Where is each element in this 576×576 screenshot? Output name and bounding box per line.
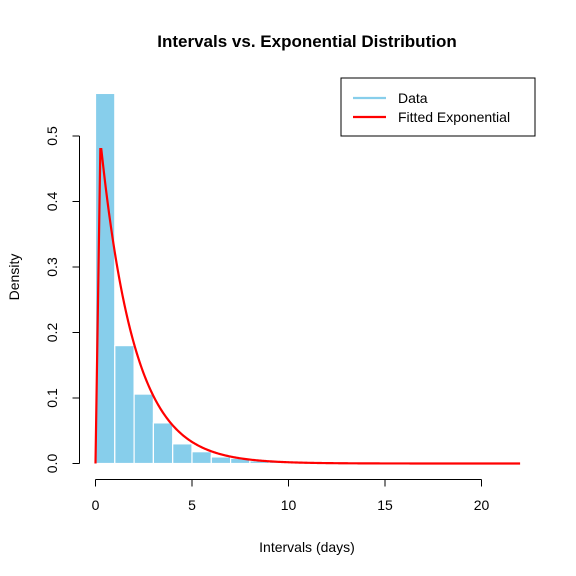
x-tick-label: 20 bbox=[474, 497, 490, 513]
x-tick-label: 5 bbox=[188, 497, 196, 513]
histogram-bar bbox=[133, 393, 155, 465]
y-tick-label: 0.3 bbox=[44, 257, 60, 277]
x-tick-label: 15 bbox=[377, 497, 393, 513]
x-axis: 0 5 10 15 20 bbox=[92, 479, 490, 513]
histogram-bar bbox=[172, 443, 193, 465]
fitted-curve-layer bbox=[94, 148, 521, 465]
x-tick-label: 10 bbox=[281, 497, 297, 513]
histogram-bars bbox=[94, 92, 367, 465]
y-tick-label: 0.5 bbox=[44, 126, 60, 146]
legend-box bbox=[340, 77, 536, 137]
histogram-bar bbox=[114, 345, 135, 465]
fitted-exponential-line bbox=[94, 148, 521, 465]
y-tick-label: 0.2 bbox=[44, 323, 60, 343]
y-axis-label: Density bbox=[6, 254, 22, 301]
histogram-bar bbox=[152, 422, 174, 465]
histogram-bar bbox=[191, 451, 212, 465]
legend-label-fitted: Fitted Exponential bbox=[398, 109, 510, 125]
y-axis: 0.0 0.1 0.2 0.3 0.4 0.5 bbox=[44, 126, 80, 473]
histogram-bar bbox=[210, 456, 232, 465]
legend-label-data: Data bbox=[398, 90, 428, 106]
legend: Data Fitted Exponential bbox=[340, 77, 536, 137]
chart-title: Intervals vs. Exponential Distribution bbox=[157, 32, 456, 51]
x-tick-label: 0 bbox=[92, 497, 100, 513]
x-axis-label: Intervals (days) bbox=[259, 539, 355, 555]
y-tick-label: 0.4 bbox=[44, 192, 60, 212]
y-tick-label: 0.1 bbox=[44, 388, 60, 408]
y-tick-label: 0.0 bbox=[44, 454, 60, 474]
